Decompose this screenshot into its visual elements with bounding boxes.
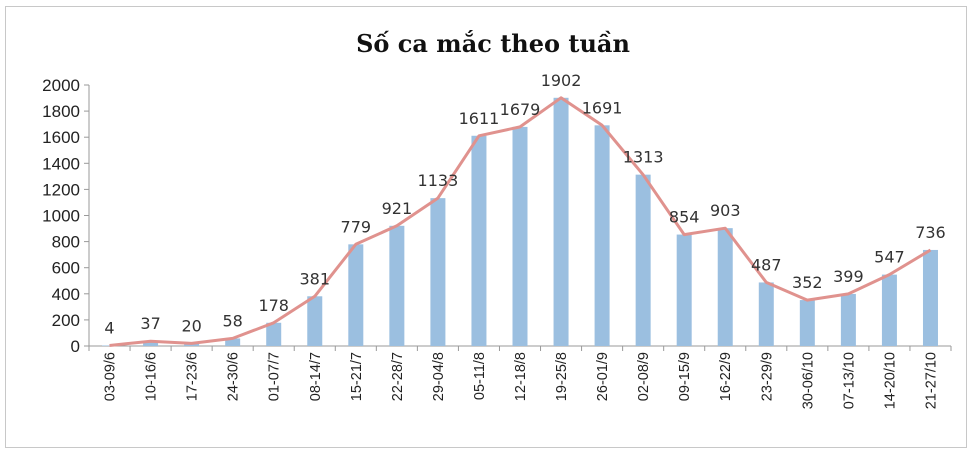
bar (553, 97, 569, 346)
bar (676, 234, 692, 346)
bar (225, 338, 241, 346)
y-tick-label: 1400 (42, 154, 80, 173)
bar (102, 345, 118, 346)
x-tick-label: 12-18/8 (513, 352, 529, 401)
bar-series (102, 97, 938, 347)
data-label: 1313 (623, 148, 664, 167)
x-tick-label: 15-21/7 (349, 352, 365, 401)
bar (430, 198, 446, 346)
data-label: 1133 (418, 171, 459, 190)
trend-line (109, 96, 932, 347)
bar (635, 174, 651, 346)
bar (799, 300, 815, 346)
data-label: 58 (222, 311, 242, 330)
bar (266, 322, 282, 346)
y-tick-label: 600 (52, 259, 80, 278)
x-tick-label: 01-07/7 (267, 352, 283, 401)
line-series (109, 96, 932, 347)
y-tick-label: 400 (52, 285, 80, 304)
bar (840, 293, 856, 346)
x-axis: 03-09/6 10-16/6 17-23/6 24-30/6 01-07/7 08-14… (88, 345, 952, 409)
x-tick-label: 17-23/6 (185, 352, 201, 401)
y-tick-label: 2000 (42, 76, 80, 95)
x-tick-label: 19-25/8 (554, 352, 570, 401)
x-tick-label: 07-13/10 (841, 352, 857, 409)
data-label: 903 (710, 201, 741, 220)
data-label: 20 (181, 316, 201, 335)
data-label: 4 (104, 318, 114, 337)
bar (922, 249, 938, 346)
x-tick-label: 02-08/9 (636, 352, 652, 401)
x-tick-label: 24-30/6 (226, 352, 242, 401)
data-label: 547 (874, 248, 905, 267)
data-label: 399 (833, 267, 864, 286)
x-tick-label: 14-20/10 (882, 352, 898, 409)
y-axis: 0 200 400 600 800 1000 1200 1400 1600 1800 2000 (42, 76, 90, 356)
y-tick-label: 1200 (42, 180, 80, 199)
data-label: 1611 (459, 109, 500, 128)
x-tick-label: 23-29/9 (759, 352, 775, 401)
x-tick-label: 29-04/8 (431, 352, 447, 401)
data-label: 1679 (500, 100, 541, 119)
bar (389, 225, 405, 346)
chart-title: Số ca mắc theo tuần (356, 29, 630, 58)
bar (758, 282, 774, 346)
data-label: 736 (915, 223, 946, 242)
bar (307, 296, 323, 346)
data-label: 779 (341, 217, 372, 236)
bar (348, 244, 364, 346)
data-label: 352 (792, 273, 823, 292)
bar (143, 341, 159, 346)
data-label: 921 (382, 199, 413, 218)
y-tick-label: 1800 (42, 102, 80, 121)
data-label: 1902 (541, 71, 582, 90)
bar (512, 126, 528, 346)
data-label: 37 (140, 314, 160, 333)
x-tick-label: 22-28/7 (390, 352, 406, 401)
y-tick-label: 1000 (42, 207, 80, 226)
x-tick-label: 21-27/10 (923, 352, 939, 409)
bar (471, 135, 487, 346)
data-label: 178 (258, 296, 289, 315)
bar (881, 274, 897, 346)
x-tick-label: 16-22/9 (718, 352, 734, 401)
data-label: 381 (299, 269, 330, 288)
y-tick-label: 800 (52, 233, 80, 252)
x-tick-label: 08-14/7 (308, 352, 324, 401)
y-tick-label: 0 (71, 337, 80, 356)
x-tick-label: 30-06/10 (800, 352, 816, 409)
data-label: 487 (751, 255, 782, 274)
data-label: 1691 (582, 98, 623, 117)
y-tick-label: 200 (52, 311, 80, 330)
x-tick-label: 26-01/9 (595, 352, 611, 401)
x-tick-label: 09-15/9 (677, 352, 693, 401)
x-tick-label: 05-11/8 (472, 352, 488, 400)
y-tick-label: 1600 (42, 128, 80, 147)
x-tick-label: 10-16/6 (144, 352, 160, 401)
bar (594, 125, 610, 347)
x-tick-label: 03-09/6 (103, 352, 119, 401)
bar (717, 228, 733, 346)
data-label: 854 (669, 208, 700, 227)
